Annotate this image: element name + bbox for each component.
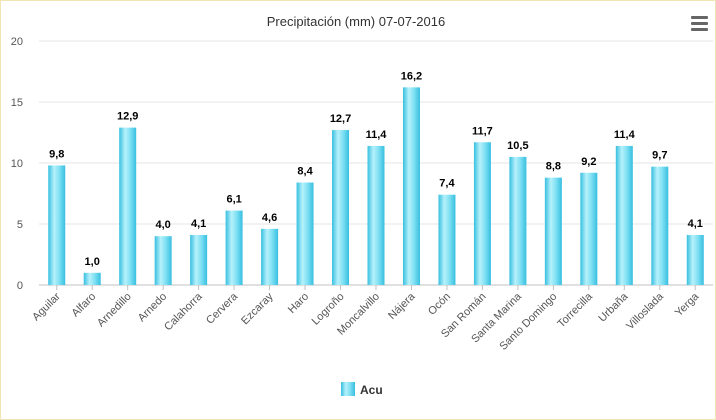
bar[interactable]: [544, 177, 562, 285]
bar[interactable]: [402, 87, 420, 285]
bar[interactable]: [83, 272, 101, 285]
bar[interactable]: [261, 228, 279, 285]
x-tick-label: Arnedo: [136, 291, 170, 325]
data-label: 11,4: [614, 129, 636, 141]
bar[interactable]: [296, 182, 314, 285]
y-axis: 0 5 10 15 20: [11, 36, 23, 292]
data-label: 11,4: [366, 129, 388, 141]
x-tick-label: Urbaña: [596, 290, 631, 325]
bar[interactable]: [225, 210, 243, 285]
data-label: 11,7: [472, 125, 493, 137]
y-tick-label: 0: [17, 280, 23, 292]
legend-swatch-acu[interactable]: [341, 382, 355, 396]
data-label: 8,8: [546, 161, 561, 173]
bar[interactable]: [615, 145, 633, 285]
data-label: 4,6: [262, 212, 277, 224]
bar[interactable]: [473, 142, 491, 285]
bar[interactable]: [509, 156, 527, 285]
bar[interactable]: [154, 236, 172, 285]
data-label: 8,4: [297, 166, 313, 178]
data-labels: 9,8 1,0 12,9 4,0 4,1 6,1 4,6 8,4 12,7 11,4 16,2 7,4…: [49, 70, 703, 267]
data-label: 12,7: [330, 113, 351, 125]
y-tick-label: 5: [17, 219, 23, 231]
data-label: 9,7: [652, 150, 667, 162]
x-tick-label: Aguilar: [30, 290, 63, 323]
x-tick-label: Calahorra: [162, 290, 205, 333]
data-label: 4,0: [156, 219, 171, 231]
data-label: 1,0: [85, 256, 100, 268]
x-tick-label: Cervera: [204, 290, 241, 327]
bar[interactable]: [332, 130, 350, 285]
x-tick-label: Ezcaray: [239, 290, 276, 327]
data-label: 16,2: [401, 70, 422, 82]
chart-title: Precipitación (mm) 07-07-2016: [267, 14, 445, 29]
x-tick-label: Torrecilla: [555, 290, 595, 330]
bar[interactable]: [48, 165, 66, 285]
data-label: 12,9: [117, 111, 138, 123]
bar[interactable]: [580, 172, 598, 285]
bar[interactable]: [190, 234, 208, 285]
data-label: 9,8: [49, 148, 64, 160]
y-tick-label: 10: [11, 158, 23, 170]
y-tick-label: 20: [11, 36, 23, 48]
bar[interactable]: [438, 194, 456, 285]
bar[interactable]: [651, 166, 669, 285]
x-tick-label: Yerga: [673, 290, 702, 319]
legend[interactable]: Acu: [341, 382, 383, 397]
bar[interactable]: [367, 145, 385, 285]
data-label: 6,1: [226, 194, 241, 206]
menu-bar-1: [691, 16, 708, 19]
x-tick-label: Arnedillo: [95, 291, 134, 330]
data-label: 4,1: [191, 218, 206, 230]
bar[interactable]: [119, 127, 137, 286]
data-label: 9,2: [581, 156, 596, 168]
x-tick-label: Haro: [286, 291, 311, 316]
x-tick-label: Alfaro: [70, 291, 99, 320]
menu-bar-2: [691, 22, 708, 25]
legend-label-acu[interactable]: Acu: [360, 383, 383, 397]
data-label: 7,4: [439, 178, 455, 190]
x-tick-label: Nájera: [386, 290, 418, 322]
x-tick-label: Villoslada: [624, 290, 666, 332]
data-label: 4,1: [688, 218, 703, 230]
bar[interactable]: [686, 234, 704, 285]
y-tick-label: 15: [11, 97, 23, 109]
x-tick-label: Ocón: [426, 291, 453, 318]
chart-menu-icon[interactable]: [691, 16, 711, 32]
menu-bar-3: [691, 28, 708, 31]
bar-series: [48, 87, 704, 286]
data-label: 10,5: [507, 140, 528, 152]
